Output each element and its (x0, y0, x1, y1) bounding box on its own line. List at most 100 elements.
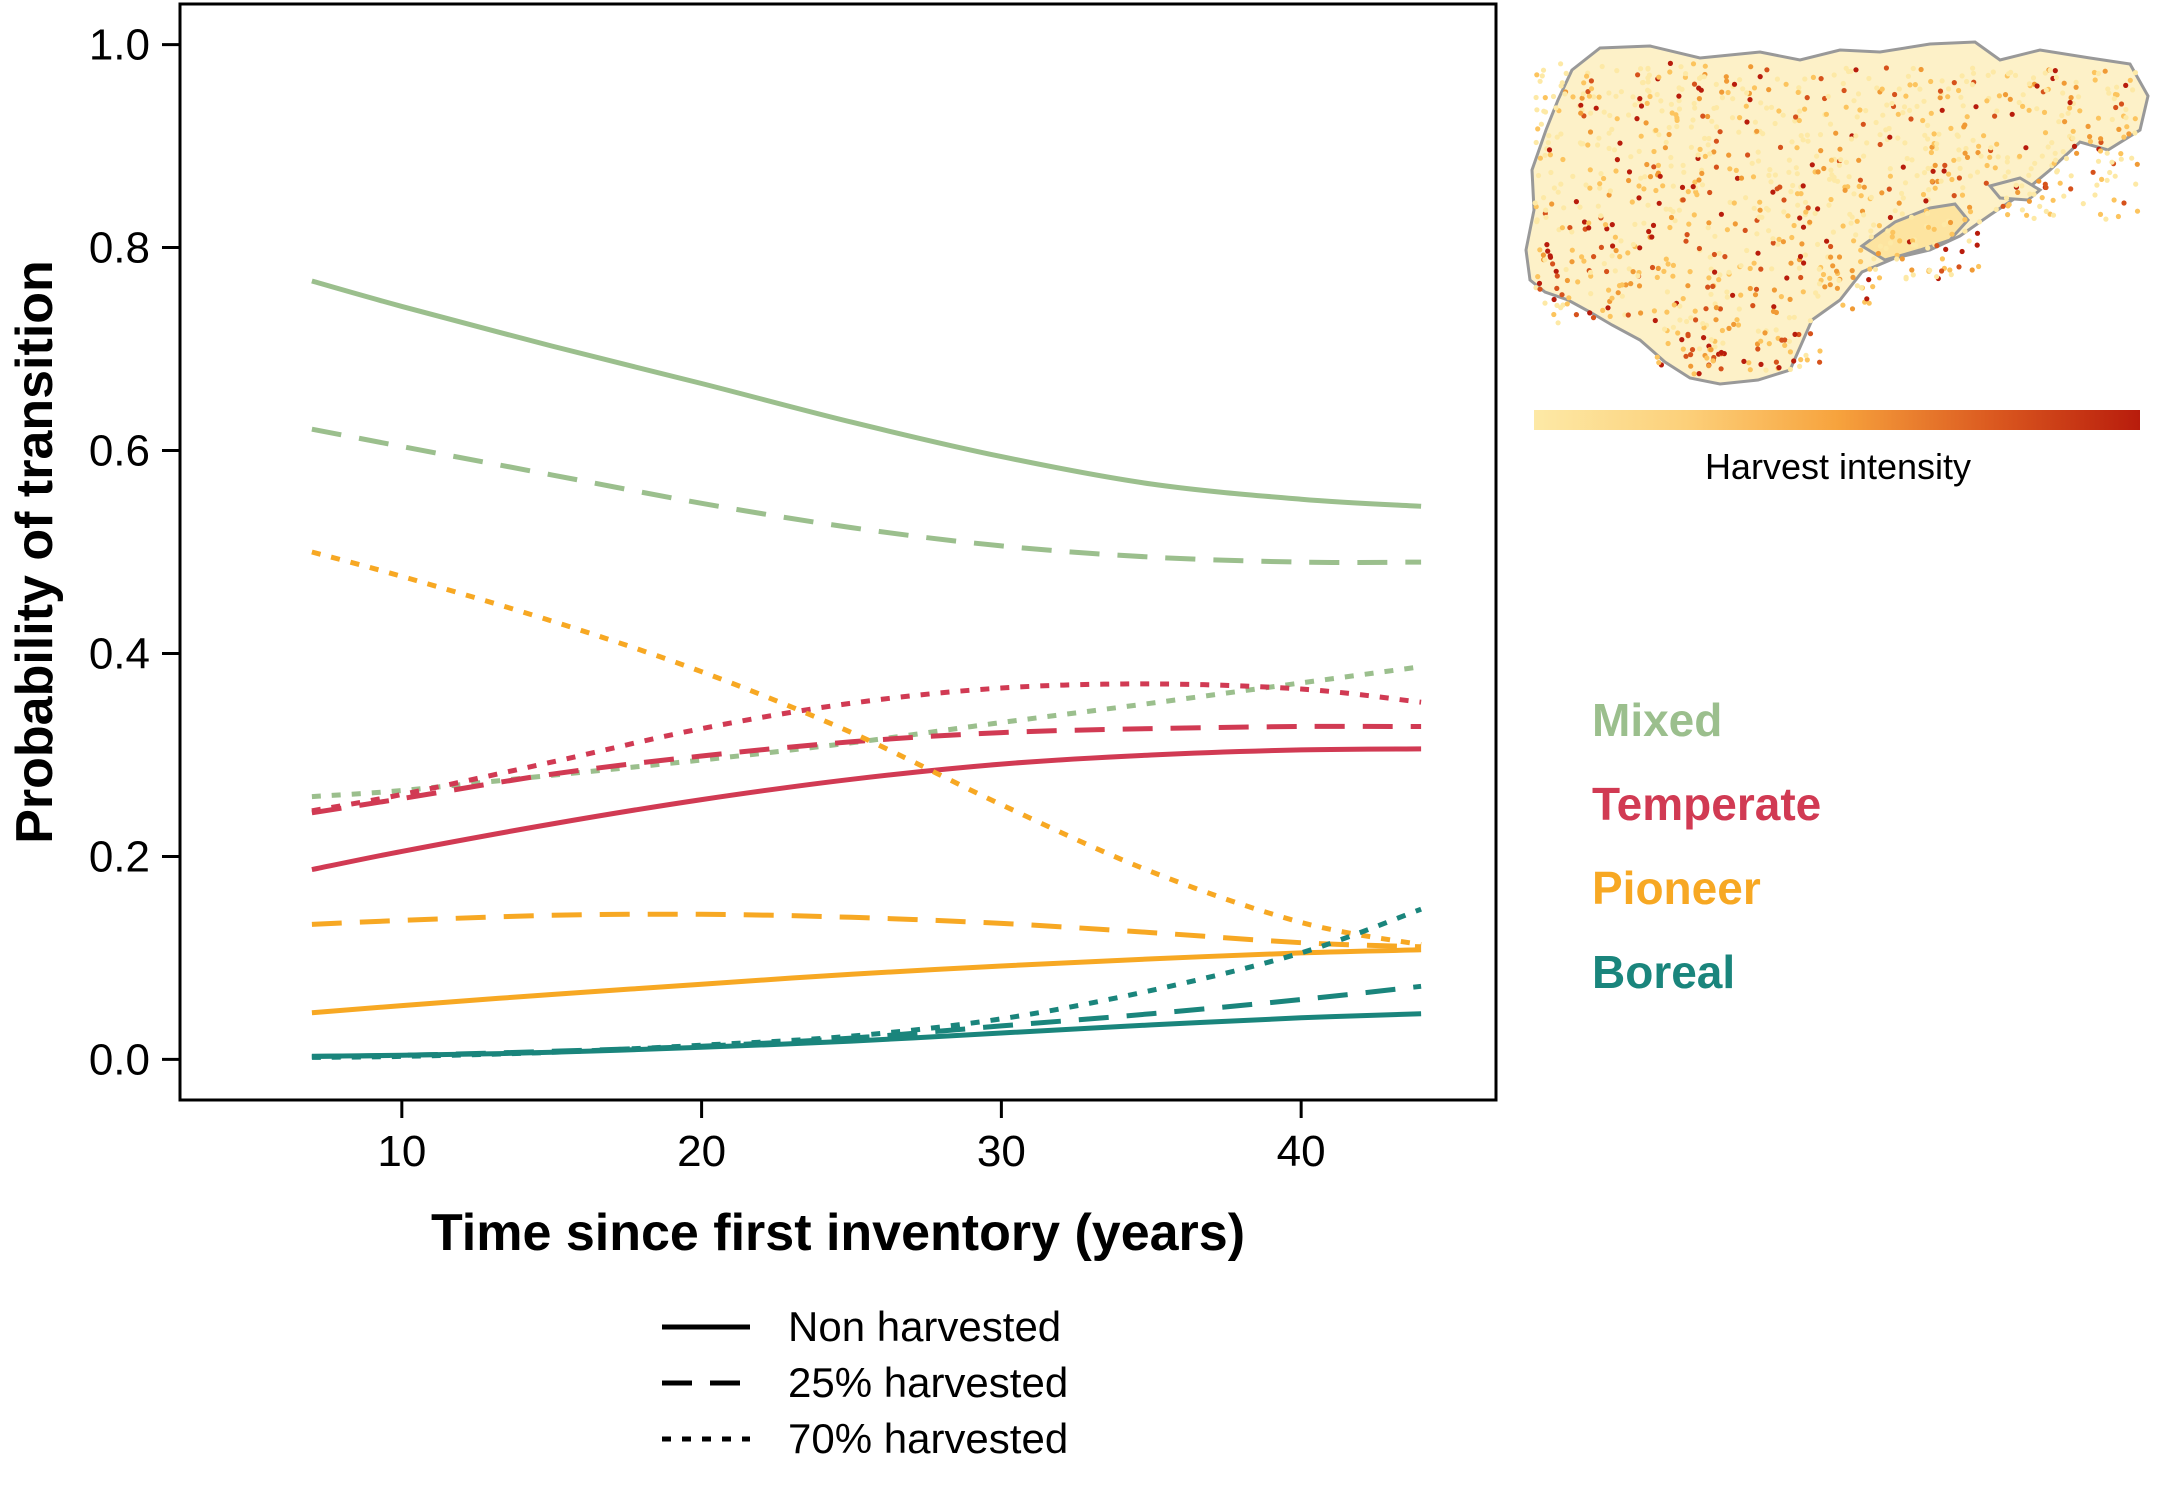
map-point (1555, 189, 1561, 195)
map-point (1743, 103, 1749, 109)
map-point (1609, 253, 1615, 259)
map-point (1976, 263, 1982, 270)
map-point (1704, 355, 1710, 361)
map-point (1630, 241, 1636, 248)
group-label-pioneer: Pioneer (1592, 862, 1761, 914)
map-point (1762, 330, 1768, 336)
y-tick-label: 0.8 (89, 224, 150, 273)
map-point (1909, 214, 1915, 220)
map-point (1604, 226, 1610, 232)
map-point (1908, 116, 1914, 122)
map-point (1793, 165, 1799, 171)
map-point (1834, 285, 1840, 291)
map-point (1920, 191, 1927, 198)
map-point (1831, 72, 1837, 78)
map-point (1750, 303, 1756, 309)
map-point (1630, 94, 1636, 100)
map-point (1713, 81, 1719, 87)
map-point (1711, 251, 1717, 258)
map-point (1677, 317, 1683, 323)
map-point (2049, 140, 2055, 146)
map-point (1883, 245, 1889, 251)
map-point (2098, 136, 2104, 142)
map-point (1856, 157, 1862, 163)
map-point (1599, 63, 1605, 70)
map-point (1679, 337, 1685, 343)
map-point (1912, 82, 1918, 88)
map-point (1978, 153, 1984, 159)
map-point (2003, 195, 2010, 201)
map-point (1719, 89, 1725, 95)
map-point (2031, 191, 2037, 197)
map-point (1690, 117, 1696, 123)
map-point (1961, 124, 1967, 130)
map-point (1619, 293, 1625, 299)
map-point (2097, 211, 2104, 217)
map-point (1601, 261, 1607, 267)
map-point (1609, 222, 1615, 228)
map-point (1579, 254, 1585, 260)
map-point (2087, 138, 2094, 145)
map-point (1656, 74, 1662, 80)
map-point (1586, 225, 1592, 231)
map-point (1939, 107, 1945, 113)
map-point (1755, 328, 1761, 334)
map-point (1570, 94, 1576, 100)
series-line-pioneer-non-harvested (311, 947, 1422, 1016)
map-point (2002, 174, 2008, 180)
map-point (1858, 193, 1864, 199)
map-point (1776, 236, 1782, 242)
map-point (1595, 203, 1601, 209)
map-point (1983, 180, 1989, 186)
map-point (1614, 157, 1620, 163)
map-point (1705, 225, 1711, 231)
map-point (1868, 228, 1874, 234)
map-point (2047, 67, 2053, 73)
map-point (1553, 268, 1559, 274)
map-point (1803, 209, 1809, 215)
map-point (1800, 183, 1806, 189)
map-point (1816, 266, 1822, 272)
map-point (1778, 294, 1784, 300)
map-point (1635, 273, 1641, 279)
map-point (1710, 358, 1716, 364)
map-point (1917, 86, 1923, 92)
map-point (1538, 121, 1544, 127)
legend-label: Non harvested (788, 1303, 1061, 1350)
map-point (1797, 253, 1804, 260)
x-axis: 10 20 30 40 (377, 1100, 1326, 1176)
map-point (1659, 108, 1665, 114)
map-point (1638, 310, 1644, 316)
map-point (1985, 72, 1991, 78)
map-point (1666, 131, 1672, 138)
map-point (1800, 137, 1806, 143)
map-point (1713, 317, 1719, 323)
map-point (1922, 132, 1928, 138)
map-point (1726, 152, 1732, 158)
map-point (1864, 140, 1870, 146)
map-point (1807, 331, 1814, 337)
map-point (1828, 196, 1834, 203)
map-point (1555, 320, 1561, 326)
map-point (1764, 67, 1770, 73)
map-point (1817, 359, 1823, 365)
map-point (2043, 87, 2049, 93)
map-point (2050, 212, 2057, 218)
map-point (1954, 132, 1960, 138)
map-point (1670, 273, 1676, 279)
map-point (1949, 176, 1955, 183)
map-point (1747, 97, 1753, 103)
series-line-mixed-25pct-harvested (311, 426, 1422, 565)
map-point (1727, 199, 1733, 205)
map-point (1748, 64, 1754, 70)
map-point (1840, 302, 1846, 308)
map-point (1907, 107, 1913, 113)
map-point (1637, 245, 1643, 251)
map-point (1609, 126, 1615, 132)
map-point (1849, 268, 1855, 274)
map-point (2073, 84, 2079, 90)
map-point (1667, 69, 1673, 75)
map-point (1598, 244, 1604, 250)
map-point (1713, 138, 1719, 144)
map-point (1854, 218, 1860, 224)
